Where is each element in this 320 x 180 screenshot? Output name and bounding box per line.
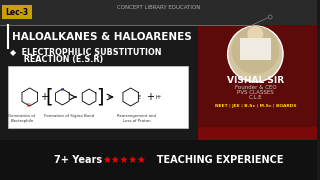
Text: Lec-3: Lec-3 bbox=[5, 8, 28, 17]
Text: σ: σ bbox=[61, 87, 64, 91]
Text: NEET | JEE | B.Sc | M.Sc | BOARDS: NEET | JEE | B.Sc | M.Sc | BOARDS bbox=[214, 104, 296, 108]
Text: Rearrangement and
Loss of Proton: Rearrangement and Loss of Proton bbox=[117, 114, 156, 123]
Text: VISHAL SIR: VISHAL SIR bbox=[227, 75, 284, 84]
Text: 7+ Years: 7+ Years bbox=[54, 155, 106, 165]
Circle shape bbox=[232, 26, 279, 74]
Text: HALOALKANES & HALOARENES: HALOALKANES & HALOARENES bbox=[12, 32, 192, 42]
FancyBboxPatch shape bbox=[2, 5, 32, 19]
Text: H⁺: H⁺ bbox=[155, 94, 162, 100]
FancyBboxPatch shape bbox=[198, 25, 317, 140]
Circle shape bbox=[247, 26, 263, 42]
Text: REACTION (E.S.R): REACTION (E.S.R) bbox=[10, 55, 103, 64]
Text: PVS CLASSES: PVS CLASSES bbox=[237, 89, 274, 94]
Text: TEACHING EXPERIENCE: TEACHING EXPERIENCE bbox=[150, 155, 284, 165]
FancyBboxPatch shape bbox=[8, 66, 188, 128]
Text: CONCEPT LIBRARY EDUCATION: CONCEPT LIBRARY EDUCATION bbox=[117, 4, 200, 10]
Text: E⁺: E⁺ bbox=[27, 102, 33, 107]
Text: Formation of Sigma Bond: Formation of Sigma Bond bbox=[44, 114, 94, 118]
Text: +: + bbox=[40, 92, 48, 102]
Text: C.L.E: C.L.E bbox=[249, 94, 262, 100]
FancyBboxPatch shape bbox=[239, 38, 271, 60]
Text: [: [ bbox=[46, 87, 53, 107]
Circle shape bbox=[228, 26, 283, 82]
FancyBboxPatch shape bbox=[0, 140, 317, 180]
FancyBboxPatch shape bbox=[198, 127, 317, 140]
Text: Generation of
Electrophile: Generation of Electrophile bbox=[8, 114, 35, 123]
Text: E: E bbox=[138, 94, 141, 100]
Text: ]: ] bbox=[96, 87, 104, 107]
Text: ★★★★★: ★★★★★ bbox=[102, 155, 146, 165]
Text: +: + bbox=[147, 92, 155, 102]
Text: Founder & CEO: Founder & CEO bbox=[235, 84, 276, 89]
Text: ◆  ELECTROPHILIC SUBSTITUTION: ◆ ELECTROPHILIC SUBSTITUTION bbox=[10, 48, 161, 57]
FancyBboxPatch shape bbox=[0, 0, 317, 25]
